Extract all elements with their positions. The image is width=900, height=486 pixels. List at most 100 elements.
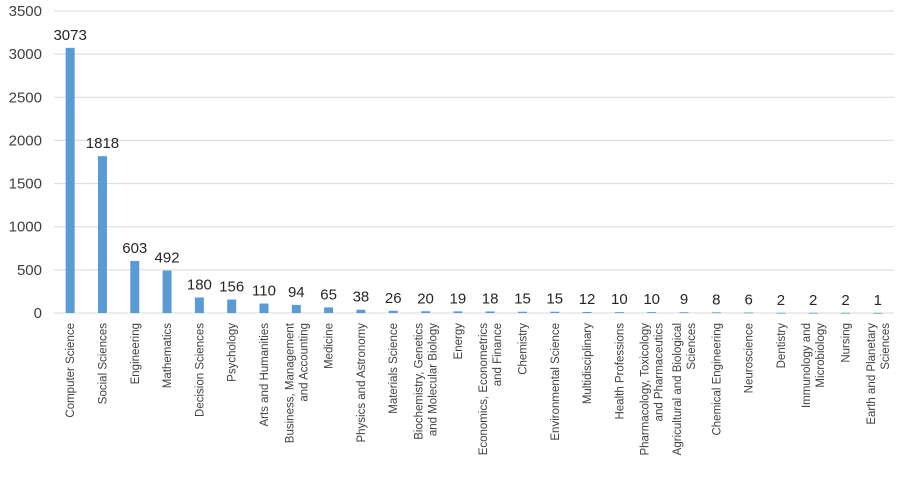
y-tick-label: 500 xyxy=(17,262,42,279)
data-label: 180 xyxy=(187,276,212,293)
bar xyxy=(194,297,204,313)
bar xyxy=(453,311,463,313)
x-category-label-line: Arts and Humanities xyxy=(259,323,271,427)
bar xyxy=(808,312,818,314)
x-category-label: Physics and Astronomy xyxy=(356,323,368,443)
bar xyxy=(485,311,495,313)
bar xyxy=(614,312,624,313)
x-category-label: Materials Science xyxy=(388,323,400,414)
data-label: 156 xyxy=(219,279,244,296)
x-category-label: Mathematics xyxy=(162,323,174,388)
x-category-label-line: Mathematics xyxy=(162,323,174,388)
bar xyxy=(162,270,172,313)
data-label: 3073 xyxy=(53,27,86,44)
x-category-label-line: and Accounting xyxy=(298,323,310,402)
x-category-label-line: Computer Science xyxy=(65,323,77,418)
x-category-label: Arts and Humanities xyxy=(259,323,271,427)
x-category-label-line: Immunology and xyxy=(801,323,813,408)
bar xyxy=(388,310,398,313)
y-tick-label: 1500 xyxy=(9,176,42,193)
data-label: 94 xyxy=(288,284,305,301)
x-category-label: Psychology xyxy=(227,323,239,382)
x-category-label-line: Business, Management xyxy=(284,322,296,443)
bar xyxy=(776,312,786,314)
x-category-label: Pharmacology, Toxicology and Pharmaceutic… xyxy=(640,323,666,456)
x-category-label-line: Nursing xyxy=(841,323,853,363)
x-category-label-line: and Pharmaceutics xyxy=(654,323,666,422)
x-category-label: Chemical Engineering xyxy=(711,323,723,436)
x-category-label-line: Chemistry xyxy=(517,323,529,375)
bar xyxy=(421,311,431,313)
bar xyxy=(679,312,689,314)
x-category-label-line: Sciences xyxy=(880,323,892,370)
data-label: 15 xyxy=(546,291,563,308)
y-tick-label: 3500 xyxy=(9,3,42,20)
x-category-label: Agricultural and Biological Sciences xyxy=(672,323,698,456)
data-label: 20 xyxy=(417,290,434,307)
x-category-label: Multidisciplinary xyxy=(582,323,594,404)
data-label: 1 xyxy=(874,292,882,309)
x-category-label-line: Engineering xyxy=(130,323,142,384)
x-category-label: Chemistry xyxy=(517,323,529,375)
x-category-label: Energy xyxy=(453,323,465,360)
x-category-label: Engineering xyxy=(130,323,142,384)
bar xyxy=(130,260,140,313)
bar xyxy=(582,311,592,313)
bar xyxy=(227,299,237,313)
x-category-label-line: Economics, Econometrics xyxy=(478,323,490,456)
data-label: 19 xyxy=(450,290,467,307)
gridlines xyxy=(54,10,894,314)
bar xyxy=(259,303,269,313)
x-category-label-line: Biochemistry, Genetics xyxy=(414,323,426,440)
x-category-label-line: Dentistry xyxy=(776,323,788,369)
x-axis-categories: Computer Science Social Sciences Engineeri… xyxy=(65,322,892,455)
x-category-label-line: Medicine xyxy=(324,323,336,369)
x-category-label: Medicine xyxy=(324,323,336,369)
y-tick-label: 2500 xyxy=(9,89,42,106)
x-category-label-line: Sciences xyxy=(686,323,698,370)
data-label: 2 xyxy=(809,292,817,309)
y-tick-label: 0 xyxy=(34,305,42,322)
x-category-label: Immunology and Microbiology xyxy=(801,323,827,408)
x-category-label-line: Agricultural and Biological xyxy=(672,323,684,455)
x-category-label-line: Pharmacology, Toxicology xyxy=(640,323,652,456)
bars xyxy=(65,47,883,314)
x-category-label-line: and Finance xyxy=(492,323,504,386)
x-category-label-line: Decision Sciences xyxy=(194,323,206,417)
x-category-label-line: Neuroscience xyxy=(744,323,756,393)
y-tick-label: 1000 xyxy=(9,219,42,236)
data-label: 12 xyxy=(579,291,596,308)
x-category-label-line: Health Professions xyxy=(614,323,626,420)
x-category-label-line: Materials Science xyxy=(388,323,400,414)
bar xyxy=(517,311,527,313)
bar xyxy=(873,312,883,314)
x-category-label-line: Chemical Engineering xyxy=(711,323,723,436)
x-category-label-line: Social Sciences xyxy=(97,323,109,404)
x-category-label-line: Energy xyxy=(453,323,465,360)
bar xyxy=(291,304,301,313)
data-label: 492 xyxy=(155,250,180,267)
bar xyxy=(841,312,851,314)
x-category-label-line: Psychology xyxy=(227,323,239,382)
x-category-label-line: Environmental Science xyxy=(550,323,562,441)
x-category-label-line: Earth and Planetary xyxy=(866,323,878,425)
bar xyxy=(356,309,366,313)
x-category-label: Environmental Science xyxy=(550,323,562,441)
data-label: 65 xyxy=(320,286,337,303)
y-tick-label: 3000 xyxy=(9,46,42,63)
bar xyxy=(744,312,754,314)
data-label: 38 xyxy=(353,289,370,306)
bar xyxy=(647,312,657,313)
x-category-label: Computer Science xyxy=(65,323,77,418)
x-category-label: Decision Sciences xyxy=(194,323,206,417)
y-axis-ticks: 0 500 1000 1500 2000 2500 3000 3500 xyxy=(9,3,42,322)
data-label: 110 xyxy=(252,283,276,300)
x-category-label: Health Professions xyxy=(614,323,626,420)
x-category-label: Social Sciences xyxy=(97,323,109,404)
data-label: 2 xyxy=(777,292,785,309)
x-category-label: Economics, Econometrics and Finance xyxy=(478,323,504,456)
data-label: 10 xyxy=(643,291,660,308)
x-category-label-line: Physics and Astronomy xyxy=(356,323,368,443)
x-category-label: Earth and Planetary Sciences xyxy=(866,323,892,425)
